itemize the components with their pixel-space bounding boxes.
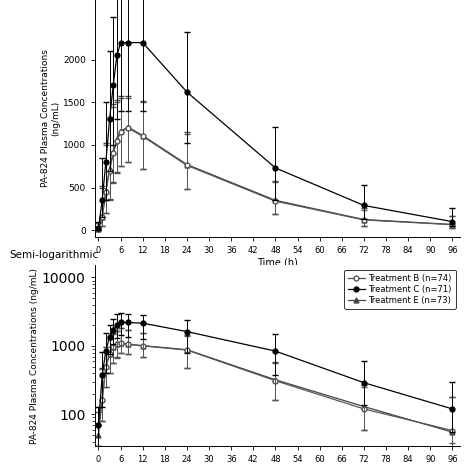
Y-axis label: PA-824 Plasma Concentrations
(ng/mL): PA-824 Plasma Concentrations (ng/mL) [41, 50, 60, 187]
Treatment B (n=74) [273, 378, 278, 383]
Legend: Treatment B (n=74), Treatment C (n=71), Treatment E (n=73): Treatment B (n=74), Treatment C (n=71), … [344, 270, 456, 309]
Line: Treatment C (n=71): Treatment C (n=71) [96, 320, 455, 428]
Treatment E (n=73) [107, 351, 112, 357]
Treatment B (n=74) [184, 347, 190, 353]
Treatment B (n=74) [110, 345, 116, 350]
Treatment E (n=73) [96, 432, 101, 438]
Treatment E (n=73) [184, 347, 190, 353]
Line: Treatment B (n=74): Treatment B (n=74) [96, 341, 455, 433]
Text: Semi-logarithmic: Semi-logarithmic [9, 250, 99, 260]
Treatment B (n=74) [114, 342, 120, 347]
Treatment C (n=71) [449, 406, 455, 412]
Treatment B (n=74) [118, 340, 123, 346]
Treatment E (n=73) [110, 344, 116, 350]
Treatment B (n=74) [140, 343, 146, 349]
X-axis label: Time (h): Time (h) [257, 258, 298, 268]
Treatment C (n=71) [107, 334, 112, 340]
Treatment B (n=74) [361, 406, 367, 412]
Treatment C (n=71) [100, 373, 105, 378]
Treatment B (n=74) [96, 422, 101, 428]
Treatment E (n=73) [273, 377, 278, 383]
Treatment C (n=71) [96, 422, 101, 428]
Treatment E (n=73) [361, 404, 367, 410]
Treatment B (n=74) [103, 364, 109, 369]
Line: Treatment E (n=73): Treatment E (n=73) [96, 340, 455, 438]
Treatment E (n=73) [114, 341, 120, 347]
Treatment C (n=71) [114, 322, 120, 328]
Treatment C (n=71) [125, 319, 131, 325]
Treatment E (n=73) [140, 343, 146, 348]
Treatment C (n=71) [361, 380, 367, 385]
Treatment E (n=73) [118, 340, 123, 346]
Treatment C (n=71) [118, 319, 123, 325]
Treatment E (n=73) [449, 429, 455, 435]
Treatment C (n=71) [273, 348, 278, 354]
Y-axis label: PA-824 Plasma Concentrations (ng/mL): PA-824 Plasma Concentrations (ng/mL) [30, 267, 39, 444]
Treatment B (n=74) [125, 342, 131, 347]
Treatment B (n=74) [100, 398, 105, 403]
Treatment B (n=74) [107, 352, 112, 357]
Treatment E (n=73) [125, 341, 131, 347]
Treatment E (n=73) [100, 396, 105, 401]
Treatment C (n=71) [103, 348, 109, 354]
Treatment C (n=71) [110, 328, 116, 333]
Treatment C (n=71) [140, 320, 146, 326]
Treatment B (n=74) [449, 428, 455, 433]
Treatment E (n=73) [103, 363, 109, 369]
Treatment C (n=71) [184, 329, 190, 335]
